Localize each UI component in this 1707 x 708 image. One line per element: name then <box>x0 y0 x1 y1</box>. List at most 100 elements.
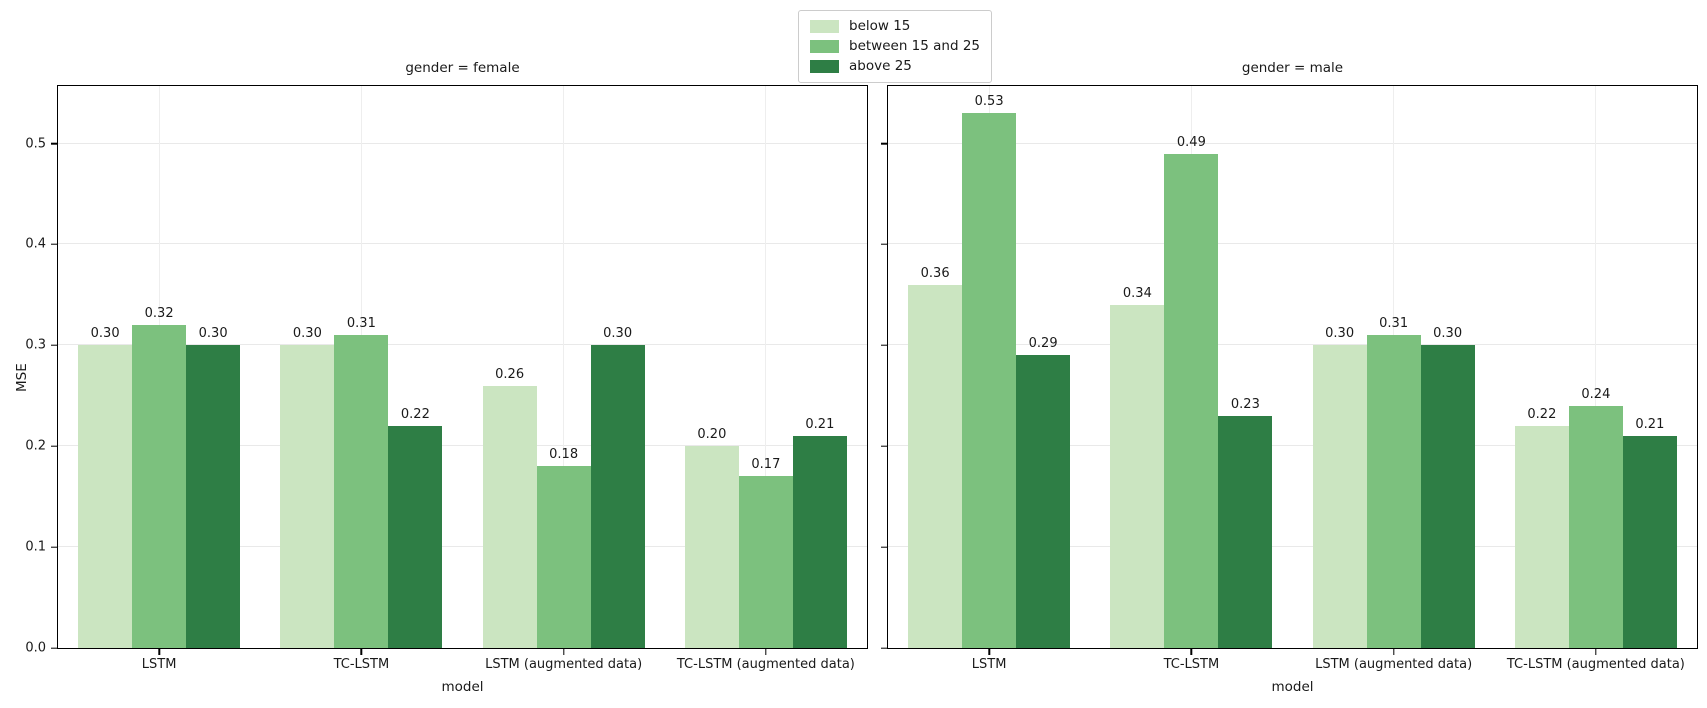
x-tick-mark <box>765 648 767 655</box>
gridline <box>888 344 1697 346</box>
y-tick-mark <box>51 243 58 246</box>
x-tick-mark <box>158 648 160 655</box>
bar <box>334 335 389 648</box>
bar <box>1110 304 1165 648</box>
y-tick-mark <box>51 142 58 145</box>
x-tick-label: TC-LSTM <box>1163 657 1220 672</box>
bar-value-label: 0.18 <box>549 447 579 463</box>
gridline <box>888 445 1697 447</box>
bar <box>1164 153 1219 648</box>
y-tick-label: 0.5 <box>25 136 46 152</box>
gridline <box>58 546 867 548</box>
gridline <box>888 142 1697 144</box>
bar-value-label: 0.31 <box>1379 316 1409 332</box>
x-tick-label: TC-LSTM (augmented data) <box>676 657 855 672</box>
x-tick-mark <box>562 648 565 655</box>
legend-entry: below 15 <box>810 19 980 34</box>
bar <box>1568 405 1623 648</box>
legend: below 15 between 15 and 25 above 25 <box>798 10 993 83</box>
y-tick-mark <box>51 546 58 548</box>
bar-value-label: 0.53 <box>974 94 1004 110</box>
bar-value-label: 0.21 <box>1635 417 1665 433</box>
y-tick-label: 0.3 <box>25 337 46 353</box>
bar <box>1312 345 1367 648</box>
gridline <box>888 546 1697 548</box>
bar-value-label: 0.21 <box>805 417 835 433</box>
gridline <box>58 243 867 245</box>
y-tick-label: 0.1 <box>25 539 46 555</box>
bar-value-label: 0.30 <box>198 326 228 342</box>
y-tick-label: 0.2 <box>25 438 46 454</box>
bar-value-label: 0.24 <box>1581 386 1611 402</box>
x-tick-mark <box>1595 648 1597 655</box>
bar <box>186 345 241 648</box>
y-tick-mark <box>51 445 58 447</box>
bar-value-label: 0.20 <box>697 427 727 443</box>
bar <box>1016 355 1071 648</box>
bar <box>1366 335 1421 648</box>
gridline <box>58 142 867 144</box>
bar-value-label: 0.29 <box>1028 336 1058 352</box>
facet-panel-male: gender = male LSTM 0.36 0.53 0.29 TC-LSTM 0.3… <box>881 60 1698 695</box>
plot-area: 0.0 0.1 0.2 0.3 0.4 0.5 LSTM 0.30 0.32 0.30 TC-LST… <box>25 85 868 672</box>
gridline <box>58 344 867 346</box>
bar <box>738 476 793 648</box>
legend-swatch-between-15-and-25 <box>810 40 839 53</box>
bar-value-label: 0.22 <box>1527 407 1557 423</box>
bar <box>1514 426 1569 648</box>
bar-value-label: 0.34 <box>1122 285 1152 301</box>
bar-value-label: 0.31 <box>346 316 376 332</box>
plot-area: LSTM 0.36 0.53 0.29 TC-LSTM 0.34 0.49 0.23 LSTM … <box>881 85 1698 672</box>
bar-value-label: 0.22 <box>400 407 430 423</box>
legend-label: between 15 and 25 <box>849 38 981 54</box>
bar <box>590 345 645 648</box>
legend-swatch-below-15 <box>810 20 839 33</box>
bar <box>1420 345 1475 648</box>
x-tick-mark <box>360 648 363 655</box>
x-tick-mark <box>988 648 990 655</box>
gridline <box>1595 86 1597 648</box>
x-tick-label: LSTM (augmented data) <box>1315 657 1473 672</box>
y-tick-mark <box>881 445 888 447</box>
gridline <box>888 243 1697 245</box>
bar-value-label: 0.32 <box>144 306 174 322</box>
bar-value-label: 0.30 <box>603 326 633 342</box>
bar-value-label: 0.30 <box>90 326 120 342</box>
y-tick-mark <box>51 344 58 347</box>
y-tick-mark <box>881 243 888 246</box>
x-tick-label: TC-LSTM <box>333 657 390 672</box>
bar <box>792 436 847 648</box>
bar <box>1218 415 1273 648</box>
legend-label: above 25 <box>849 58 912 74</box>
bar <box>78 345 133 648</box>
legend-entry: between 15 and 25 <box>810 39 980 54</box>
bar <box>280 345 335 648</box>
bar <box>684 446 739 648</box>
y-tick-mark <box>881 647 888 649</box>
bar <box>1622 436 1677 648</box>
legend-swatch-above-25 <box>810 60 839 73</box>
bar-value-label: 0.30 <box>1325 326 1355 342</box>
facet-title: gender = female <box>405 60 520 76</box>
gridline <box>563 86 565 648</box>
legend-label: below 15 <box>849 18 911 34</box>
bar-value-label: 0.30 <box>1433 326 1463 342</box>
x-tick-mark <box>1392 648 1395 655</box>
x-tick-label: TC-LSTM (augmented data) <box>1506 657 1685 672</box>
x-axis-label: model <box>1271 679 1314 695</box>
bar-value-label: 0.17 <box>751 457 781 473</box>
y-tick-mark <box>881 142 888 145</box>
bar-value-label: 0.49 <box>1176 134 1206 150</box>
y-tick-mark <box>51 647 58 649</box>
gridline <box>765 86 767 648</box>
bar <box>482 385 537 648</box>
facet-panel-female: gender = female 0.0 0.1 0.2 0.3 0.4 0.5 LSTM 0.… <box>25 60 868 695</box>
x-tick-label: LSTM <box>141 657 177 672</box>
y-axis-label: MSE <box>14 363 30 392</box>
bar-value-label: 0.23 <box>1230 396 1260 412</box>
bar <box>962 113 1017 648</box>
bar <box>388 426 443 648</box>
legend-entry: above 25 <box>810 59 980 74</box>
y-tick-mark <box>881 546 888 548</box>
x-tick-label: LSTM (augmented data) <box>485 657 643 672</box>
